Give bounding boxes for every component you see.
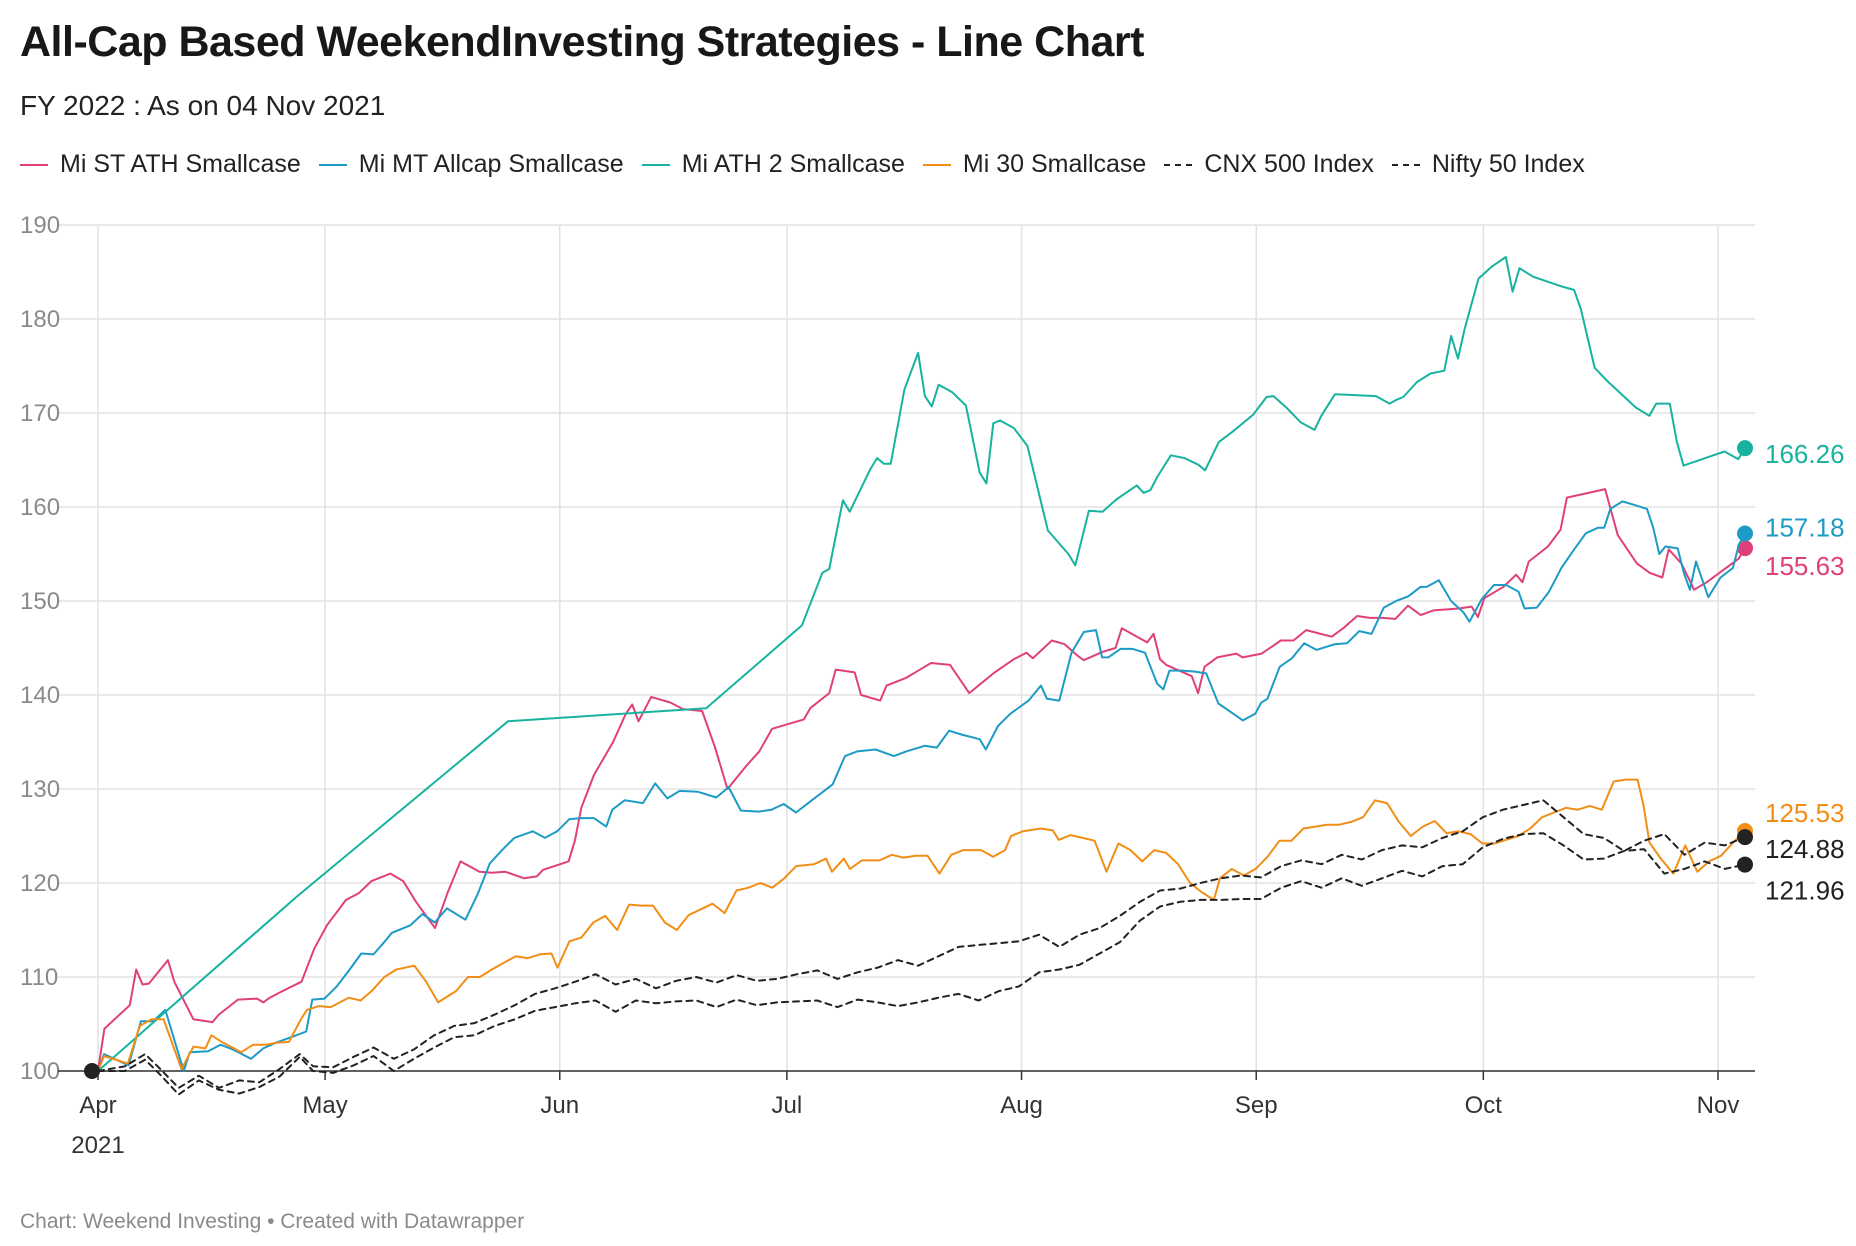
x-tick-label: Aug — [1000, 1092, 1043, 1119]
x-tick-label: Jul — [772, 1092, 803, 1119]
legend-item: CNX 500 Index — [1164, 150, 1374, 179]
legend-item: Mi ATH 2 Smallcase — [641, 150, 905, 179]
legend-label: Mi 30 Smallcase — [962, 150, 1147, 178]
x-tick-sublabel: 2021 — [71, 1132, 124, 1159]
series-line-mi-mt-allcap-smallcase — [97, 500, 1746, 1072]
legend-label: Mi ATH 2 Smallcase — [681, 150, 905, 178]
series-line-cnx-500-index — [97, 799, 1746, 1089]
legend-swatch — [20, 163, 48, 166]
legend-item: Mi MT Allcap Smallcase — [318, 150, 624, 179]
legend-swatch — [318, 163, 347, 166]
y-tick-label: 120 — [20, 870, 60, 897]
series-end-marker — [1737, 856, 1753, 873]
legend-item: Nifty 50 Index — [1391, 150, 1585, 179]
legend: Mi ST ATH Smallcase Mi MT Allcap Smallcas… — [20, 150, 1603, 179]
series-end-label: 121.96 — [1765, 876, 1845, 906]
series-end-label: 157.18 — [1765, 513, 1845, 543]
y-tick-label: 180 — [20, 306, 60, 333]
series-line-mi-ath-2-smallcase — [97, 256, 1746, 1072]
legend-swatch — [922, 163, 951, 166]
legend-label: Mi MT Allcap Smallcase — [358, 150, 624, 178]
series-line-mi-st-ath-smallcase — [97, 488, 1746, 1072]
x-tick-label: Nov — [1697, 1092, 1740, 1119]
x-tick-label: Apr — [79, 1092, 116, 1119]
y-tick-label: 190 — [20, 212, 60, 239]
y-tick-label: 160 — [20, 494, 60, 521]
legend-swatch — [1164, 163, 1193, 166]
series-end-label: 125.53 — [1765, 798, 1845, 828]
y-tick-label: 140 — [20, 682, 60, 709]
series-end-marker — [1737, 540, 1753, 557]
series-end-label: 155.63 — [1765, 551, 1845, 581]
chart-credit: Chart: Weekend Investing • Created with … — [20, 1210, 525, 1233]
x-tick-label: Sep — [1235, 1092, 1278, 1119]
line-chart: 100 110 120 130 140 150 160 170 180 190 Apr 2021 May… — [20, 212, 1845, 1159]
y-tick-label: 100 — [20, 1058, 60, 1085]
legend-swatch — [1391, 163, 1420, 166]
y-tick-label: 170 — [20, 400, 60, 427]
y-tick-label: 130 — [20, 776, 60, 803]
x-tick-label: May — [302, 1092, 347, 1119]
series-end-marker — [1737, 829, 1753, 846]
legend-swatch — [641, 163, 670, 166]
y-tick-label: 150 — [20, 588, 60, 615]
chart-subtitle: FY 2022 : As on 04 Nov 2021 — [20, 90, 386, 121]
legend-item: Mi ST ATH Smallcase — [20, 150, 301, 179]
x-tick-label: Jun — [540, 1092, 579, 1119]
series-end-label: 124.88 — [1765, 834, 1845, 864]
legend-label: Nifty 50 Index — [1431, 150, 1585, 178]
x-tick-label: Oct — [1465, 1092, 1503, 1119]
series-end-label: 166.26 — [1765, 439, 1845, 469]
series-line-nifty-50-index — [97, 832, 1746, 1096]
legend-label: Mi ST ATH Smallcase — [60, 150, 301, 178]
start-marker — [84, 1063, 100, 1079]
y-tick-label: 110 — [20, 964, 58, 991]
legend-item: Mi 30 Smallcase — [922, 150, 1147, 179]
series-end-marker — [1737, 440, 1753, 457]
legend-label: CNX 500 Index — [1204, 150, 1374, 178]
series-line-mi-30-smallcase — [97, 778, 1746, 1072]
series-end-marker — [1737, 525, 1753, 542]
chart-title: All-Cap Based WeekendInvesting Strategie… — [20, 18, 1144, 66]
